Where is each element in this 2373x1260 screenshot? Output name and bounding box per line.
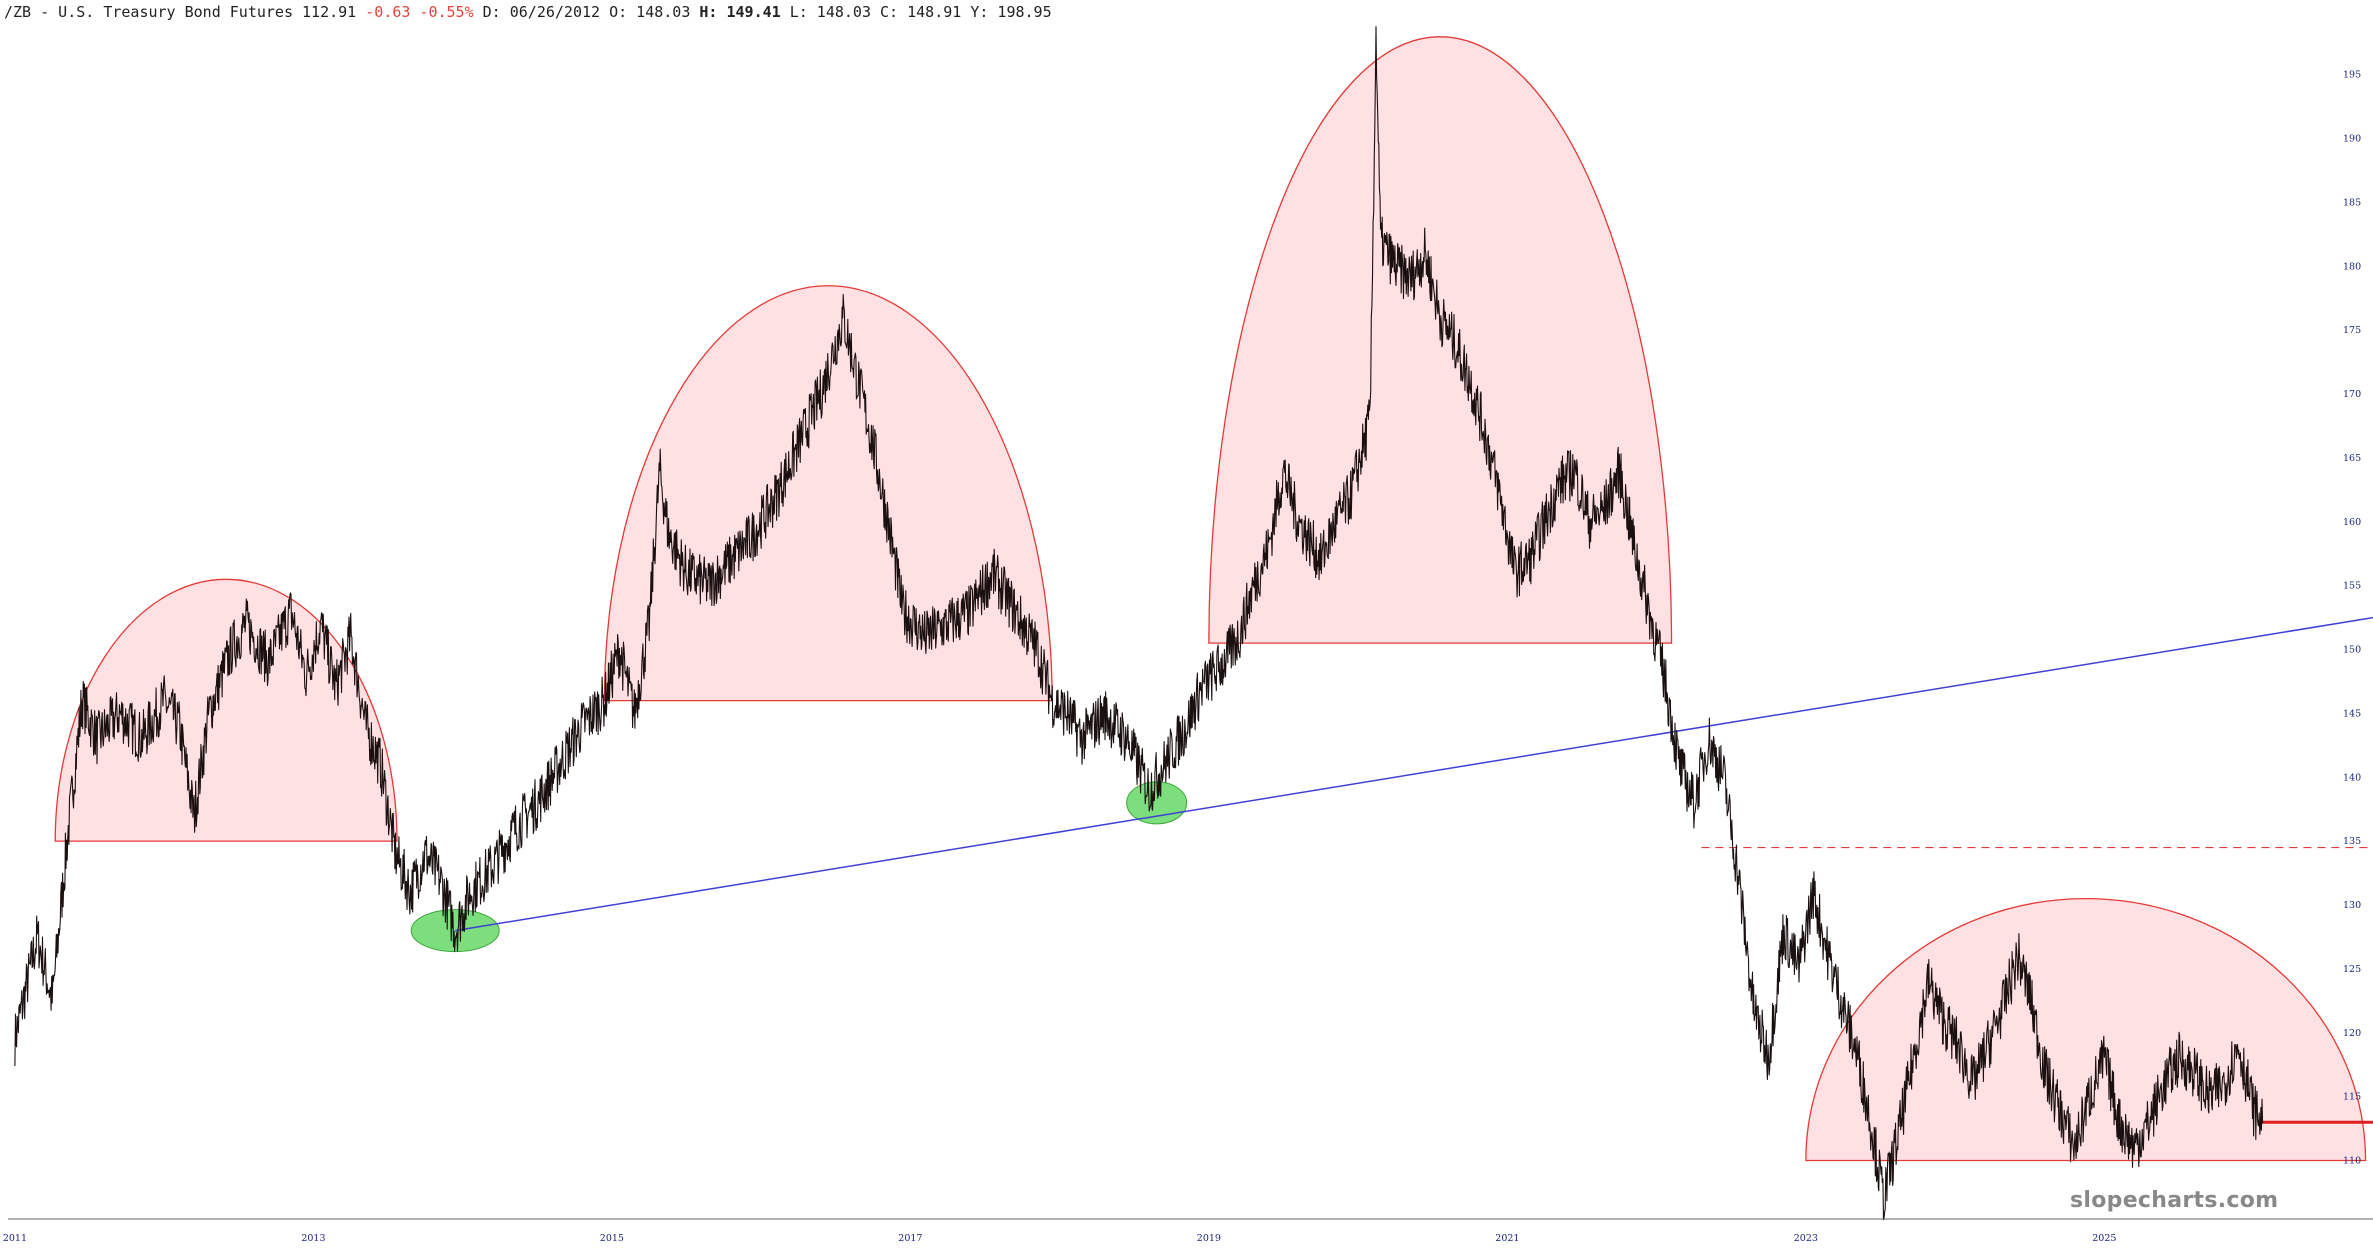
y-tick-125: 125 <box>2343 964 2361 975</box>
x-tick-2015: 2015 <box>600 1233 624 1244</box>
x-tick-2023: 2023 <box>1794 1233 1818 1244</box>
y-tick-185: 185 <box>2343 197 2361 208</box>
price-series <box>14 26 2264 1221</box>
y-tick-170: 170 <box>2343 389 2361 400</box>
price-change: -0.63 -0.55% <box>365 3 474 21</box>
y-tick-115: 115 <box>2343 1092 2361 1103</box>
bar-high-label: H: <box>699 3 718 21</box>
x-axis-ticks: 2011 2013 2015 2017 2019 2021 2023 2025 <box>3 1233 2117 1244</box>
y-tick-195: 195 <box>2343 70 2361 81</box>
arc-patterns <box>54 35 2367 1162</box>
watermark: slopecharts.com <box>2070 1188 2279 1213</box>
y-tick-190: 190 <box>2343 134 2361 145</box>
y-tick-140: 140 <box>2343 772 2361 783</box>
x-tick-2011: 2011 <box>3 1233 27 1244</box>
highlight-ellipses <box>410 781 1188 953</box>
annotation-lines <box>455 616 2373 1124</box>
y-tick-110: 110 <box>2343 1156 2361 1167</box>
x-tick-2017: 2017 <box>898 1233 922 1244</box>
symbol-info: /ZB - U.S. Treasury Bond Futures 112.91 <box>4 3 357 21</box>
y-axis-ticks: 110 115 120 125 130 135 140 145 150 155 160 165 170 1… <box>2343 70 2361 1167</box>
y-tick-130: 130 <box>2343 900 2361 911</box>
y-tick-160: 160 <box>2343 517 2361 528</box>
bar-low: L: 148.03 <box>789 3 871 21</box>
y-tick-175: 175 <box>2343 325 2361 336</box>
x-tick-2021: 2021 <box>1495 1233 1519 1244</box>
arc-1 <box>54 579 398 842</box>
y-tick-155: 155 <box>2343 581 2361 592</box>
x-tick-2019: 2019 <box>1197 1233 1221 1244</box>
bar-y: Y: 198.95 <box>970 3 1052 21</box>
x-tick-2025: 2025 <box>2092 1233 2116 1244</box>
bar-date: D: 06/26/2012 <box>482 3 601 21</box>
x-tick-2013: 2013 <box>301 1233 325 1244</box>
bar-open: O: 148.03 <box>609 3 691 21</box>
y-tick-120: 120 <box>2343 1028 2361 1039</box>
trendline <box>455 616 2373 932</box>
bar-high-value: 149.41 <box>726 3 781 21</box>
y-tick-150: 150 <box>2343 645 2361 656</box>
chart-header: /ZB - U.S. Treasury Bond Futures 112.91 … <box>4 2 1052 22</box>
y-tick-165: 165 <box>2343 453 2361 464</box>
arc-2 <box>603 284 1053 702</box>
y-tick-145: 145 <box>2343 708 2361 719</box>
price-line <box>14 26 2264 1221</box>
y-tick-135: 135 <box>2343 836 2361 847</box>
bar-close: C: 148.91 <box>880 3 962 21</box>
y-tick-180: 180 <box>2343 261 2361 272</box>
